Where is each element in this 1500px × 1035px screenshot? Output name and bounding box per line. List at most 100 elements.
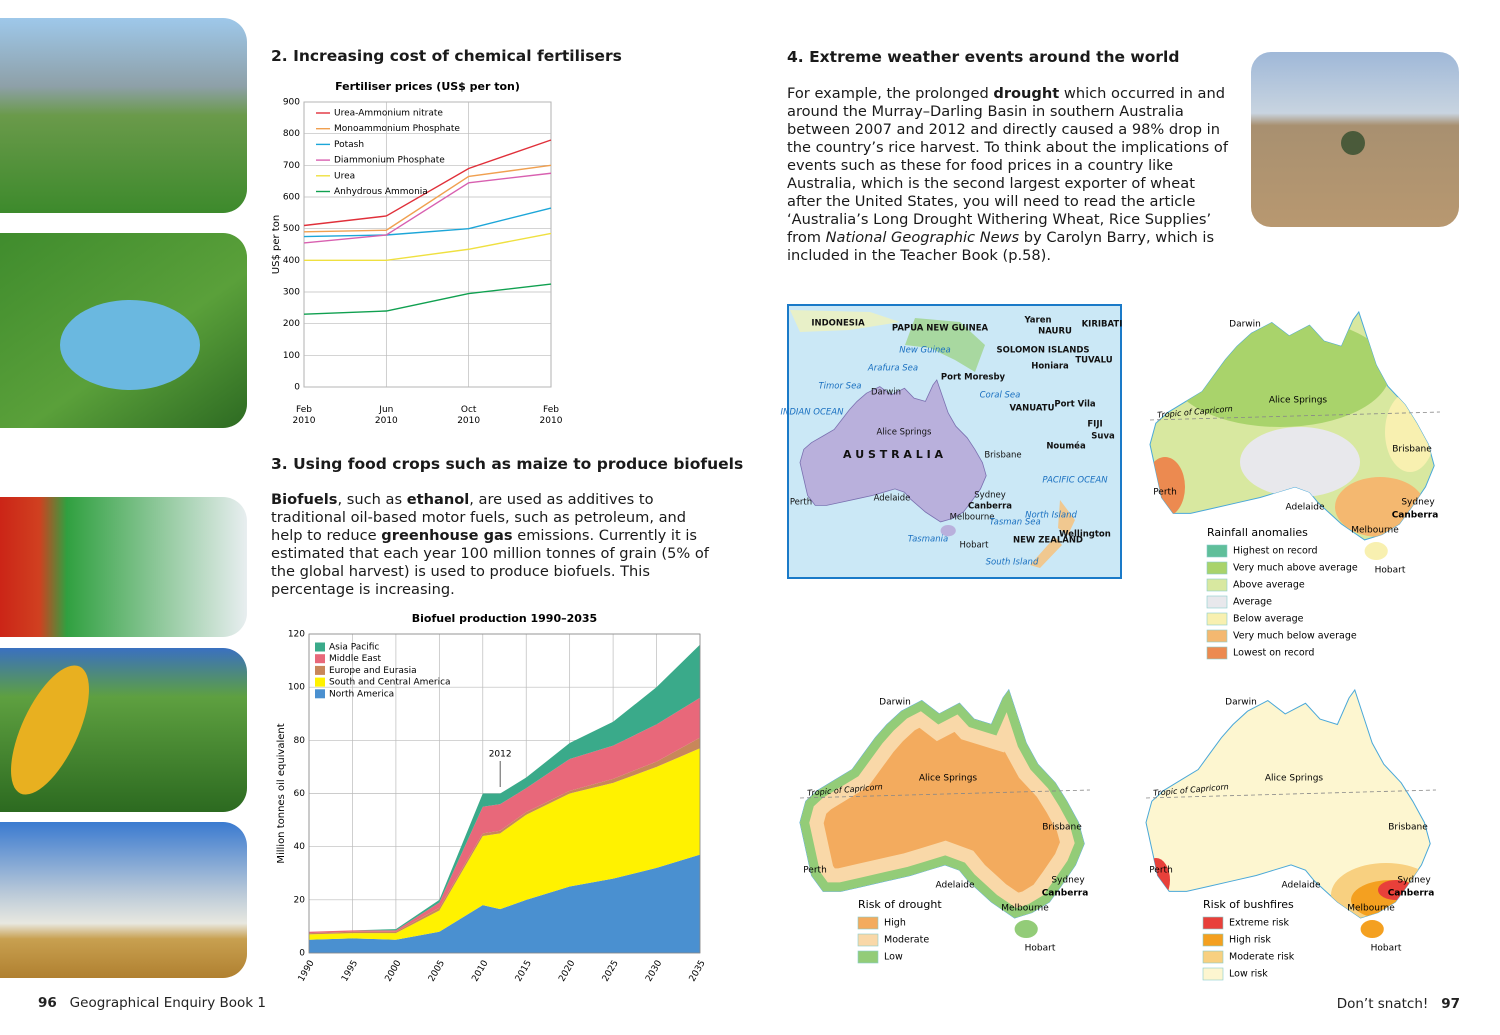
shade [1385,392,1435,472]
legend-label: South and Central America [329,678,451,688]
legend-swatch [1206,544,1228,558]
bold-term: greenhouse gas [381,527,513,544]
legend-label: Above average [1233,580,1305,591]
map-label: Brisbane [984,451,1021,461]
tree [1341,131,1365,155]
map-label: Alice Springs [919,774,978,784]
legend-swatch [857,933,879,947]
tropic-line [1145,789,1437,799]
legend-title: Risk of bushfires [1203,898,1294,911]
y-tick-label: 40 [294,842,306,852]
legend-label: Anhydrous Ammonia [334,187,428,197]
legend-swatch [857,916,879,930]
map-label: Sydney [974,491,1005,501]
legend-swatch [315,654,325,664]
chart-title: Biofuel production 1990–2035 [412,612,597,625]
map-label: Sydney [1401,498,1435,508]
legend-label: Urea-Ammonium nitrate [334,109,443,119]
area [309,697,700,934]
map-label: Wellington [1059,530,1111,540]
factory-photo [0,822,247,978]
tasmania-land [1014,920,1038,939]
x-tick-label: Oct 2010 [457,405,480,426]
text: For example, the prolonged [787,85,994,102]
y-tick-label: 0 [299,949,305,959]
map-label: Adelaide [935,881,974,891]
legend-label: Lowest on record [1233,648,1314,659]
map-label: Perth [1149,866,1173,876]
y-tick-label: 200 [283,319,300,329]
map-label: Tasmania [908,535,948,545]
y-tick-label: 20 [294,895,306,905]
map-label: Timor Sea [818,382,861,392]
legend-label: Low risk [1229,969,1268,980]
legend-label: Very much above average [1233,563,1358,574]
section-heading: 2. Increasing cost of chemical fertilise… [271,47,622,65]
map-label: Port Vila [1054,400,1096,410]
legend-label: High [884,918,906,929]
map-label: Brisbane [1388,823,1428,833]
section-heading: 4. Extreme weather events around the wor… [787,48,1180,66]
legend-label: North America [329,689,394,699]
map-label: Hobart [1025,944,1056,954]
map-label: Sydney [1397,876,1431,886]
map-label: NAURU [1038,327,1072,337]
map-label: TUVALU [1075,356,1112,366]
legend-label: Monoammonium Phosphate [334,124,460,134]
running-title: Don’t snatch! [1336,996,1429,1012]
legend-swatch [1206,612,1228,626]
legend-swatch [1206,578,1228,592]
map-label: South Island [986,558,1039,568]
map-label: Adelaide [874,494,911,504]
tropic-line [1149,411,1441,421]
data-line [303,207,552,238]
legend-swatch [857,950,879,964]
x-tick-label: 2025 [601,959,621,984]
data-line [303,172,552,244]
legend-label: Below average [1233,614,1304,625]
legend-label: High risk [1229,935,1271,946]
book-title: Geographical Enquiry Book 1 [69,995,266,1011]
map-label: Darwin [1225,698,1257,708]
region-map: INDONESIA PAPUA NEW GUINEA New Guinea Arafu… [781,304,1122,579]
legend-label: Very much below average [1233,631,1357,642]
y-tick-label: 500 [283,224,300,234]
indonesia-land [790,310,900,332]
map-label: Hobart [1375,566,1406,576]
legend-label: Extreme risk [1229,918,1290,929]
map-label: SOLOMON ISLANDS [996,346,1089,356]
bold-term: Biofuels [271,491,338,508]
map-label: INDIAN OCEAN [781,408,845,418]
y-axis-label: US$ per ton [271,215,282,274]
y-tick-label: 800 [283,129,300,139]
map-label: Sydney [1051,876,1085,886]
map-label: Canberra [968,502,1012,512]
map-label: Tasman Sea [989,518,1040,528]
australia-land [799,379,987,523]
map-label: Arafura Sea [867,364,918,374]
annotation: 2012 [489,750,512,760]
map-label: Perth [1153,488,1177,498]
legend-swatch [1202,950,1224,964]
legend-label: Low [884,952,903,963]
x-tick-label: 1990 [297,959,317,984]
map-label: Hobart [1371,944,1402,954]
map-label: Melbourne [1347,904,1395,914]
x-tick-label: Jun 2010 [375,405,398,426]
map-label: Brisbane [1392,445,1432,455]
legend-swatch [1206,561,1228,575]
map-label: Melbourne [1001,904,1049,914]
map-label: Honiara [1031,362,1069,372]
y-tick-label: 60 [294,789,306,799]
text: , such as [337,491,407,508]
text: by Carolyn Barry, which is included in t… [787,229,1215,264]
tropic-line [799,789,1091,799]
legend-label: Middle East [329,654,381,664]
bold-term: drought [993,85,1060,102]
map-label: Canberra [1042,889,1089,899]
tasmania-land [1360,920,1384,939]
y-tick-label: 100 [283,351,300,361]
legend-swatch [315,689,325,699]
map-label: Hobart [959,541,989,551]
